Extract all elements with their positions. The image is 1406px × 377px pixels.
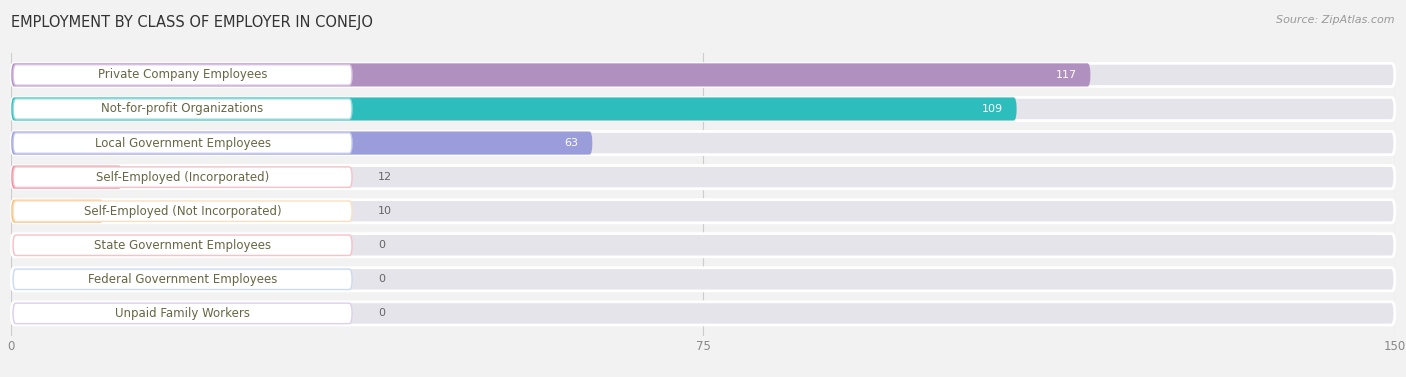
FancyBboxPatch shape [11, 97, 1395, 121]
FancyBboxPatch shape [11, 132, 1395, 155]
FancyBboxPatch shape [11, 63, 1395, 86]
FancyBboxPatch shape [13, 167, 352, 187]
FancyBboxPatch shape [11, 199, 104, 223]
FancyBboxPatch shape [11, 199, 1395, 223]
FancyBboxPatch shape [13, 99, 352, 119]
FancyBboxPatch shape [13, 65, 352, 85]
Text: Local Government Employees: Local Government Employees [94, 136, 270, 150]
Text: Unpaid Family Workers: Unpaid Family Workers [115, 307, 250, 320]
FancyBboxPatch shape [11, 132, 592, 155]
FancyBboxPatch shape [11, 166, 1395, 189]
FancyBboxPatch shape [11, 302, 1395, 325]
FancyBboxPatch shape [13, 303, 352, 323]
Text: 117: 117 [1056, 70, 1077, 80]
Text: 109: 109 [981, 104, 1002, 114]
Text: Self-Employed (Incorporated): Self-Employed (Incorporated) [96, 171, 269, 184]
Text: Private Company Employees: Private Company Employees [98, 68, 267, 81]
Text: 0: 0 [378, 240, 385, 250]
FancyBboxPatch shape [11, 97, 1017, 121]
Text: Self-Employed (Not Incorporated): Self-Employed (Not Incorporated) [84, 205, 281, 218]
FancyBboxPatch shape [13, 235, 352, 256]
Text: 12: 12 [378, 172, 392, 182]
Text: 0: 0 [378, 308, 385, 319]
Text: 0: 0 [378, 274, 385, 284]
Text: State Government Employees: State Government Employees [94, 239, 271, 252]
Text: 10: 10 [378, 206, 392, 216]
Text: EMPLOYMENT BY CLASS OF EMPLOYER IN CONEJO: EMPLOYMENT BY CLASS OF EMPLOYER IN CONEJ… [11, 15, 373, 30]
FancyBboxPatch shape [11, 63, 1091, 86]
Text: Federal Government Employees: Federal Government Employees [89, 273, 277, 286]
FancyBboxPatch shape [13, 269, 352, 290]
FancyBboxPatch shape [11, 268, 1395, 291]
FancyBboxPatch shape [11, 166, 122, 189]
FancyBboxPatch shape [11, 234, 1395, 257]
Text: 63: 63 [564, 138, 578, 148]
FancyBboxPatch shape [13, 201, 352, 221]
Text: Not-for-profit Organizations: Not-for-profit Organizations [101, 103, 264, 115]
Text: Source: ZipAtlas.com: Source: ZipAtlas.com [1277, 15, 1395, 25]
FancyBboxPatch shape [13, 133, 352, 153]
